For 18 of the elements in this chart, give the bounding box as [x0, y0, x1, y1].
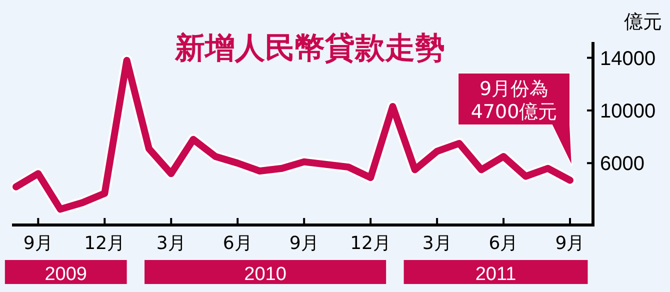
- x-tick-label: 9月: [23, 233, 53, 254]
- text: 2011: [475, 264, 516, 285]
- x-tick-label: 12月: [84, 233, 126, 254]
- x-tick-label: 3月: [156, 233, 186, 254]
- x-tick-label: 12月: [350, 233, 392, 254]
- text: 2010: [244, 264, 286, 285]
- chart-title: 新增人民幣貸款走勢: [174, 31, 445, 66]
- x-tick-label: 6月: [488, 233, 518, 254]
- x-tick-label: 9月: [555, 233, 585, 254]
- y-tick-label: 10000: [600, 100, 656, 122]
- text: 2009: [44, 264, 87, 285]
- y-tick-label: 14000: [600, 48, 656, 70]
- annotation: 9月份為 4700億元: [470, 78, 558, 123]
- y-axis-title: 億元: [624, 11, 662, 33]
- y-tick-label: 6000: [600, 153, 644, 176]
- x-tick-label: 6月: [222, 233, 252, 254]
- x-tick-label: 9月: [289, 233, 319, 254]
- x-tick-label: 3月: [422, 233, 452, 254]
